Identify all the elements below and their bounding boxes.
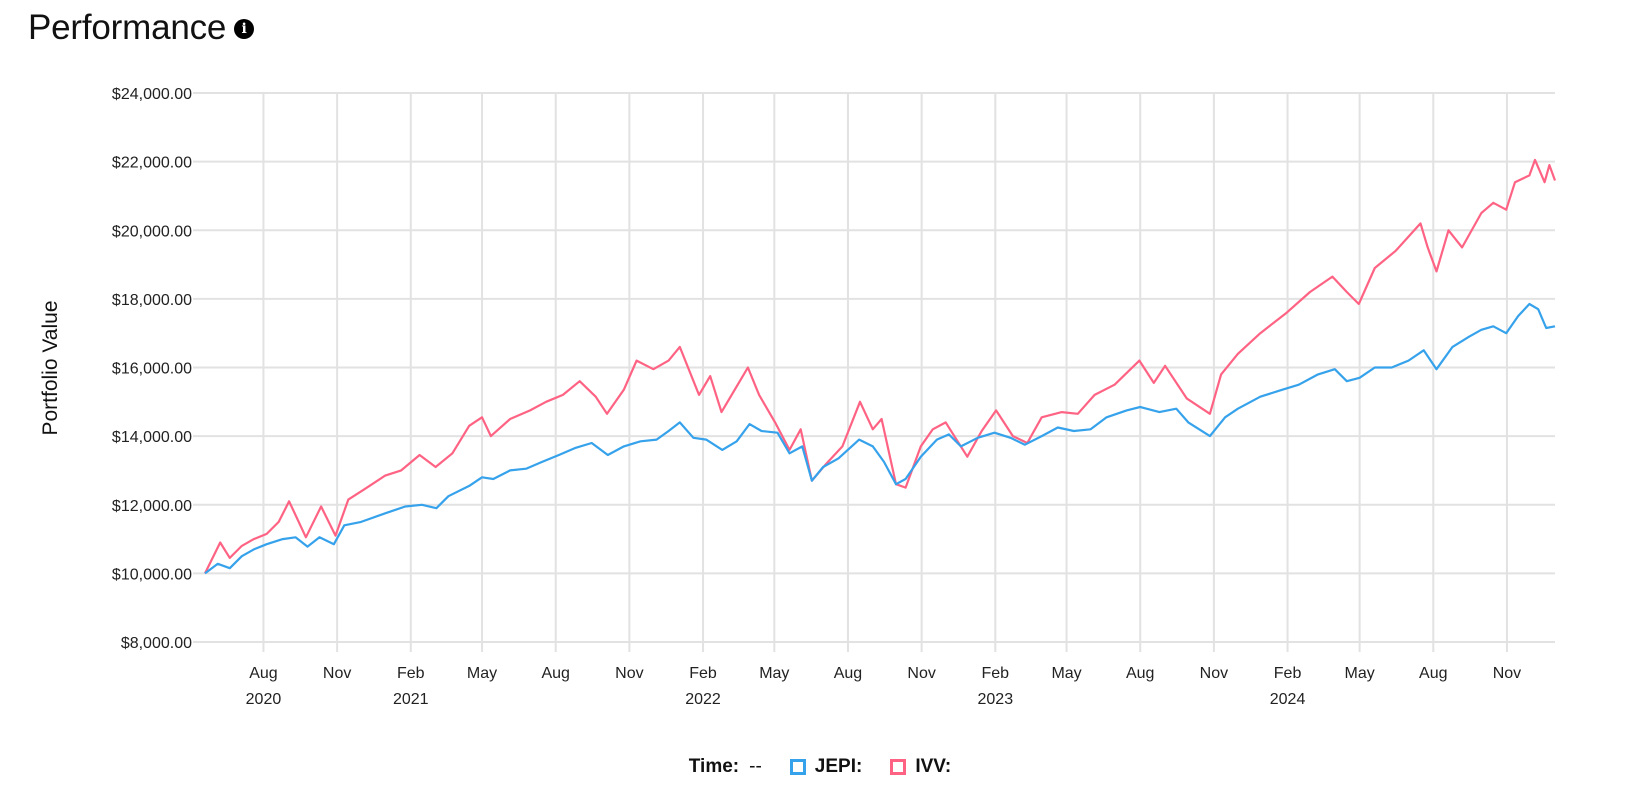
- x-tick-label: Nov: [323, 665, 351, 682]
- x-tick-year-label: 2020: [246, 691, 282, 708]
- series-line-ivv[interactable]: [204, 158, 1557, 574]
- legend-swatch-ivv: [890, 759, 907, 775]
- x-tick-label: Feb: [397, 665, 425, 682]
- legend-time-value: --: [749, 756, 762, 777]
- chart-grid: [193, 92, 1555, 652]
- x-tick-year-label: 2023: [978, 691, 1014, 708]
- x-tick-label: May: [467, 665, 497, 682]
- y-axis-title: Portfolio Value: [39, 300, 62, 435]
- x-tick-label: Feb: [689, 665, 717, 682]
- x-tick-label: Aug: [1126, 665, 1154, 682]
- x-tick-label: Nov: [1200, 665, 1228, 682]
- x-tick-label: Nov: [907, 665, 935, 682]
- x-tick-label: Aug: [541, 665, 569, 682]
- y-tick-label: $24,000.00: [112, 86, 192, 103]
- info-icon[interactable]: i: [234, 19, 255, 39]
- header: Performance i: [28, 8, 255, 48]
- legend-item-ivv[interactable]: IVV:: [890, 756, 951, 778]
- x-tick-year-label: 2021: [393, 691, 429, 708]
- x-tick-label: May: [1345, 665, 1375, 682]
- legend-time: Time: --: [689, 756, 762, 778]
- y-tick-label: $14,000.00: [112, 429, 192, 446]
- series-line-jepi[interactable]: [204, 302, 1556, 575]
- x-tick-label: Nov: [1493, 665, 1521, 682]
- x-tick-label: Feb: [982, 665, 1010, 682]
- legend-time-label: Time:: [688, 756, 740, 777]
- x-tick-label: May: [759, 665, 789, 682]
- legend-item-jepi[interactable]: JEPI:: [789, 756, 863, 778]
- legend-label-jepi: JEPI:: [814, 756, 863, 777]
- x-axis: Aug 2020 Nov Feb 2021 May Aug Nov Feb 2022 May Aug N…: [246, 665, 1522, 708]
- legend-swatch-jepi: [789, 759, 806, 775]
- x-tick-label: Feb: [1274, 665, 1302, 682]
- x-tick-label: May: [1051, 665, 1081, 682]
- x-tick-year-label: 2024: [1270, 691, 1306, 708]
- y-tick-label: $20,000.00: [112, 223, 192, 240]
- x-tick-label: Aug: [834, 665, 862, 682]
- chart-legend: Time: -- JEPI: IVV:: [0, 756, 1640, 778]
- y-axis: $24,000.00 $22,000.00 $20,000.00 $18,000.00…: [112, 86, 192, 652]
- legend-label-ivv: IVV:: [915, 756, 952, 777]
- page-title: Performance: [28, 8, 227, 47]
- y-tick-label: $18,000.00: [112, 292, 192, 309]
- y-tick-label: $16,000.00: [112, 361, 192, 378]
- y-tick-label: $10,000.00: [112, 566, 192, 583]
- chart-series[interactable]: [204, 158, 1557, 575]
- y-tick-label: $8,000.00: [121, 635, 192, 652]
- y-tick-label: $12,000.00: [112, 498, 192, 515]
- y-tick-label: $22,000.00: [112, 155, 192, 172]
- x-tick-year-label: 2022: [685, 691, 721, 708]
- x-tick-label: Aug: [249, 665, 277, 682]
- x-tick-label: Nov: [615, 665, 643, 682]
- x-tick-label: Aug: [1419, 665, 1447, 682]
